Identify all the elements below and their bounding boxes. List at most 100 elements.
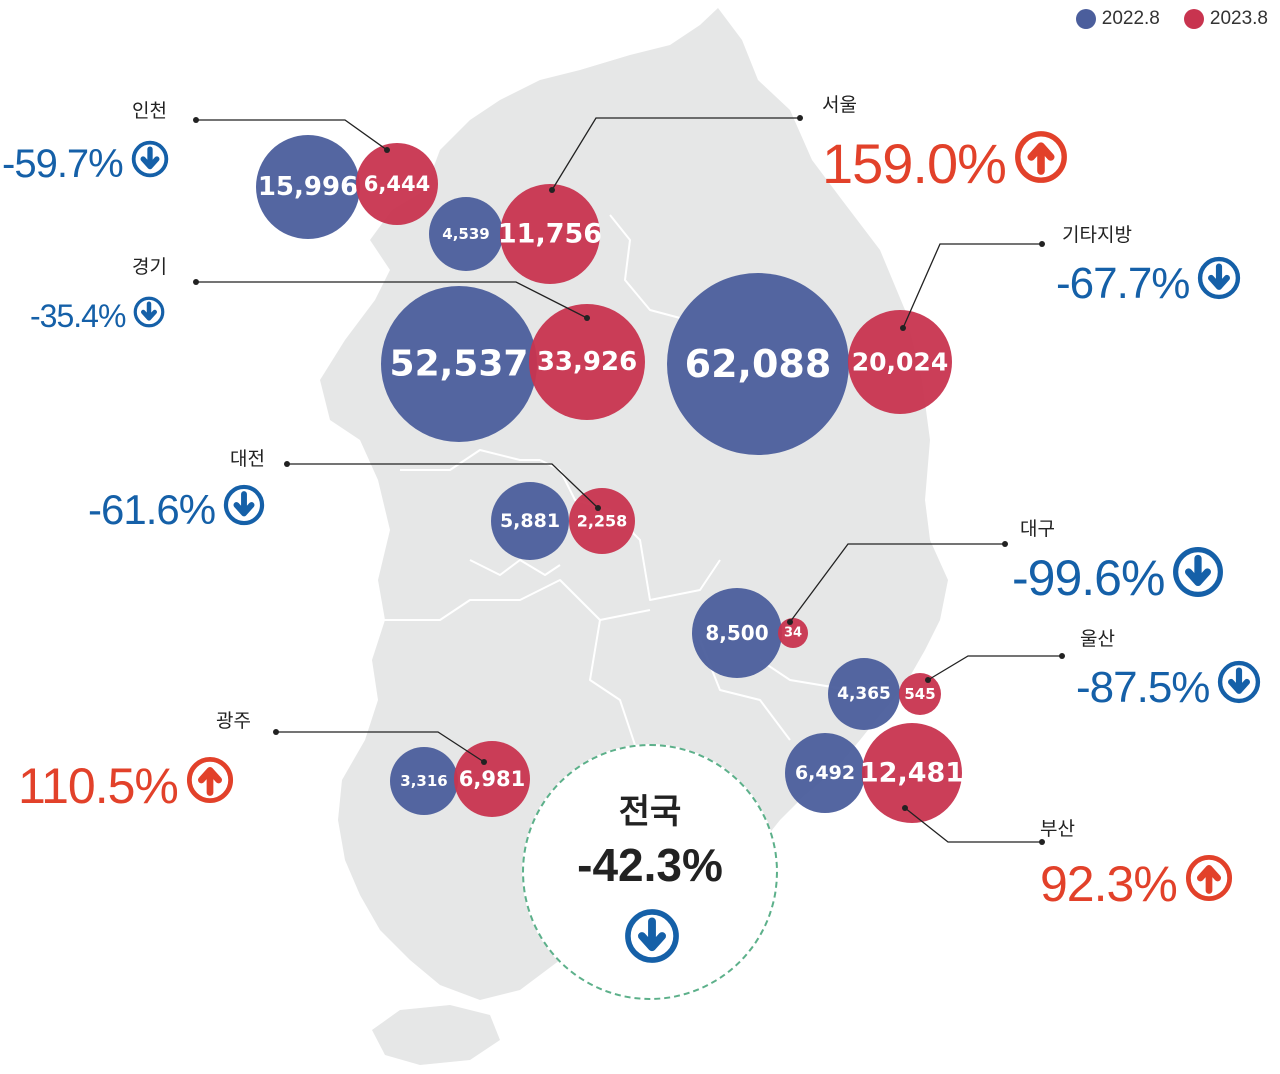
leader-line-region-5 (789, 543, 1005, 623)
bubble-label-2023-region-3: 20,024 (852, 348, 948, 377)
leader-line-region-4 (287, 463, 599, 509)
bubble-label-2023-region-6: 545 (904, 685, 935, 703)
bubble-label-2023-region-5: 34 (784, 626, 802, 641)
bubble-label-2022-region-1: 4,539 (442, 225, 489, 243)
change-value-gyeonggi: -35.4% (30, 298, 126, 334)
region-name-daejeon: 대전 (230, 448, 265, 470)
bubble-2022-region-7 (390, 747, 458, 815)
bubble-label-2022-region-0: 15,996 (258, 172, 358, 202)
leader-dot-region-8-1 (902, 805, 908, 811)
leader-dot-region-7-0 (273, 729, 279, 735)
bubble-2023-region-4 (569, 488, 635, 554)
arrow-down-circle-icon (1172, 546, 1224, 610)
leader-dot-region-1-0 (797, 115, 803, 121)
legend: 2022.8 2023.8 (1075, 8, 1268, 30)
change-daegu: -99.6% (1012, 546, 1224, 610)
region-name-ulsan: 울산 (1080, 628, 1115, 650)
bubble-label-2023-region-2: 33,926 (537, 347, 637, 377)
bubble-2022-region-3 (667, 273, 849, 455)
bubble-2023-region-1 (500, 184, 600, 284)
change-value-incheon: -59.7% (2, 142, 124, 186)
leader-dot-region-0-1 (384, 147, 390, 153)
bubble-2023-region-0 (356, 143, 438, 225)
region-name-daegu: 대구 (1020, 518, 1055, 540)
leader-line-layer (193, 115, 1065, 845)
change-daejeon: -61.6% (88, 484, 265, 536)
leader-line-region-3 (902, 243, 1042, 329)
bubble-label-2023-region-7: 6,981 (459, 767, 525, 791)
change-ulsan: -87.5% (1076, 660, 1261, 715)
arrow-down-circle-icon (131, 140, 169, 188)
change-value-daejeon: -61.6% (88, 486, 216, 533)
bubble-label-2023-region-8: 12,481 (860, 758, 964, 789)
bubble-2022-region-1 (429, 197, 503, 271)
arrow-down-circle-icon (223, 484, 265, 536)
leader-dot-region-2-1 (584, 315, 590, 321)
change-value-busan: 92.3% (1040, 856, 1178, 912)
bubble-2022-region-6 (828, 658, 900, 730)
bubble-2023-region-3 (848, 310, 952, 414)
region-name-gwangju: 광주 (216, 710, 251, 732)
region-name-busan: 부산 (1040, 818, 1075, 840)
change-value-other-provinces: -67.7% (1056, 258, 1190, 308)
bubble-label-2022-region-6: 4,365 (837, 684, 891, 704)
bubble-label-2023-region-0: 6,444 (364, 172, 430, 196)
arrow-down-circle-icon (133, 296, 165, 336)
change-other-provinces: -67.7% (1056, 256, 1241, 311)
change-incheon: -59.7% (2, 140, 169, 188)
change-gwangju: 110.5% (18, 756, 234, 816)
leader-dot-region-7-1 (481, 759, 487, 765)
region-name-incheon: 인천 (132, 100, 167, 122)
bubble-2023-region-6 (899, 673, 941, 715)
leader-dot-region-5-0 (1002, 541, 1008, 547)
national-summary: 전국 -42.3% (522, 744, 778, 1000)
region-name-gyeonggi: 경기 (132, 256, 167, 278)
legend-item-2023: 2023.8 (1183, 8, 1268, 30)
national-change-value: -42.3% (577, 839, 723, 891)
legend-dot-2022 (1075, 9, 1096, 29)
leader-dot-region-4-0 (284, 461, 290, 467)
change-value-ulsan: -87.5% (1076, 662, 1210, 712)
leader-line-region-2 (196, 281, 588, 319)
bubble-2022-region-0 (256, 135, 360, 239)
bubble-label-2022-region-3: 62,088 (685, 342, 832, 386)
change-gyeonggi: -35.4% (30, 296, 165, 336)
leader-dot-region-6-0 (1059, 653, 1065, 659)
leader-dot-region-4-1 (595, 505, 601, 511)
change-value-seoul: 159.0% (822, 131, 1007, 195)
region-name-other-provinces: 기타지방 (1062, 224, 1132, 246)
bubble-2023-region-2 (529, 304, 645, 420)
change-value-daegu: -99.6% (1012, 550, 1165, 606)
bubble-label-2022-region-4: 5,881 (500, 510, 560, 532)
national-title: 전국 (618, 792, 682, 832)
leader-dot-region-5-1 (787, 619, 793, 625)
leader-dot-region-6-1 (925, 677, 931, 683)
leader-dot-region-3-1 (900, 325, 906, 331)
jeju-island-shape (372, 1005, 500, 1065)
province-borders (380, 214, 891, 821)
bubble-label-2022-region-7: 3,316 (400, 772, 447, 790)
bubble-2023-region-5 (778, 618, 808, 648)
bubble-label-2022-region-5: 8,500 (705, 621, 768, 645)
arrow-down-circle-icon (1197, 256, 1241, 311)
bubble-label-2023-region-1: 11,756 (498, 219, 602, 250)
leader-line-region-1 (551, 117, 800, 191)
bubble-2023-region-8 (862, 723, 962, 823)
region-name-seoul: 서울 (822, 94, 857, 116)
leader-dot-region-0-0 (193, 117, 199, 123)
legend-label-2022: 2022.8 (1101, 8, 1160, 29)
leader-line-region-6 (927, 655, 1062, 681)
leader-line-region-7 (276, 731, 485, 763)
legend-item-2022: 2022.8 (1075, 8, 1160, 30)
arrow-up-circle-icon (1185, 854, 1233, 914)
arrow-down-circle-icon (624, 908, 680, 968)
change-busan: 92.3% (1040, 854, 1233, 914)
arrow-up-circle-icon (186, 756, 234, 816)
change-value-gwangju: 110.5% (18, 758, 179, 814)
leader-dot-region-3-0 (1039, 241, 1045, 247)
leader-dot-region-2-0 (193, 279, 199, 285)
bubble-2022-region-2 (381, 286, 537, 442)
leader-dot-region-1-1 (549, 187, 555, 193)
arrow-up-circle-icon (1014, 130, 1068, 197)
